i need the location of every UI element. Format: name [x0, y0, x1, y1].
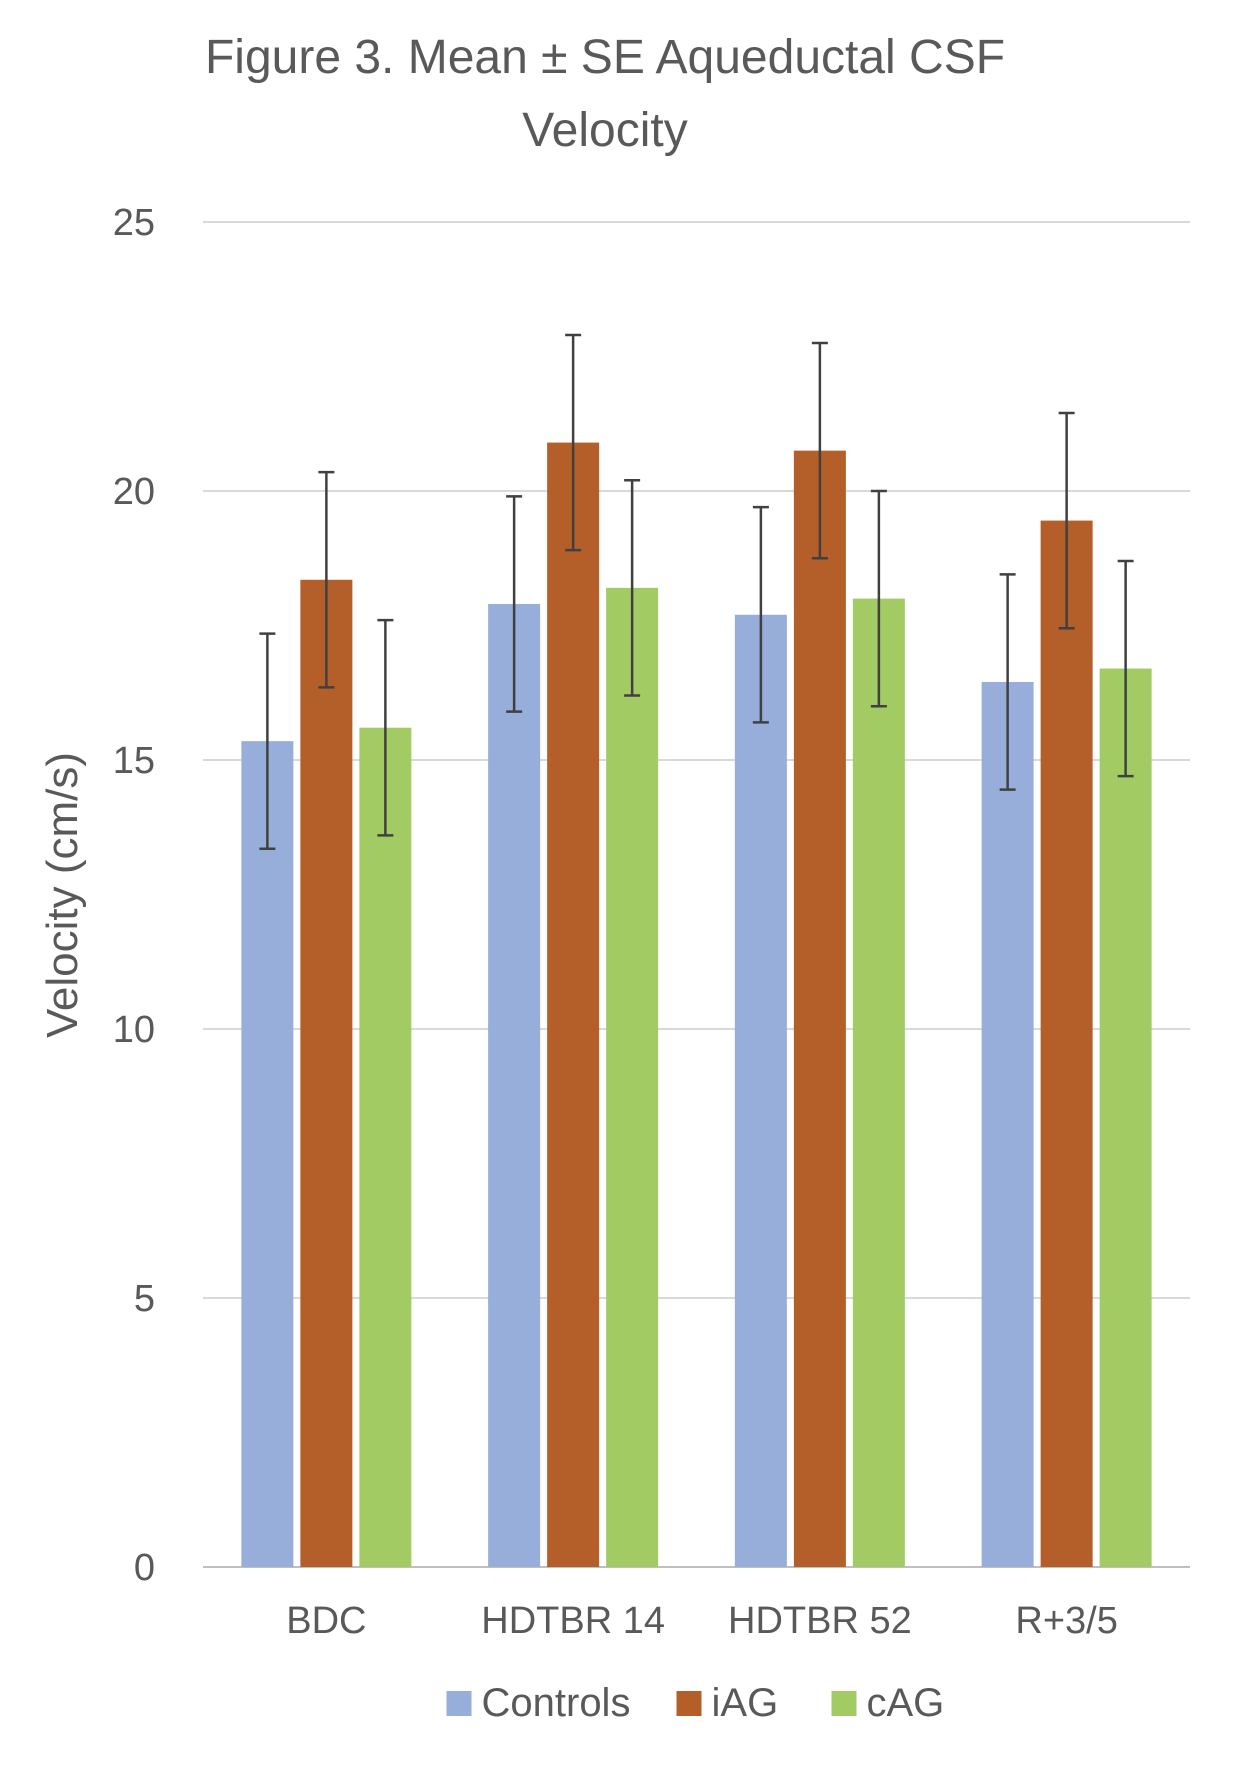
bar-controls-3 [734, 614, 787, 1567]
legend-item-iag: iAG [676, 1681, 779, 1725]
x-axis-ticks: BDC HDTBR 14 HDTBR 52 R+3/5 [286, 1600, 1118, 1642]
error-bar [1058, 411, 1075, 630]
legend: Controls iAG cAG [446, 1681, 945, 1725]
bars [241, 442, 1152, 1568]
y-tick-label: 10 [113, 1009, 155, 1051]
error-bar [999, 573, 1016, 791]
bar-controls-4 [981, 681, 1034, 1567]
error-bar [1117, 559, 1134, 778]
legend-swatch [446, 1691, 472, 1716]
bar-cag-3 [852, 598, 905, 1567]
error-bar [506, 495, 523, 713]
bar-iag-4 [1040, 520, 1093, 1567]
bar-cag-1 [359, 727, 412, 1567]
legend-label: cAG [867, 1681, 945, 1725]
y-tick-label: 15 [113, 740, 155, 782]
error-bar [377, 618, 394, 837]
error-bar [259, 632, 276, 851]
bar-iag-3 [793, 450, 846, 1567]
x-tick-label: HDTBR 52 [728, 1600, 912, 1642]
y-tick-label: 20 [113, 471, 155, 513]
y-tick-label: 0 [134, 1547, 155, 1589]
error-bar [811, 341, 828, 560]
chart-title-line1: Figure 3. Mean ± SE Aqueductal CSF [205, 31, 1005, 84]
bar-controls-1 [241, 741, 294, 1567]
error-bar [752, 505, 769, 724]
bar-cag-4 [1099, 668, 1152, 1567]
y-axis-label: Velocity (cm/s) [38, 752, 87, 1038]
y-tick-label: 5 [134, 1278, 155, 1320]
legend-item-cag: cAG [831, 1681, 945, 1725]
legend-item-controls: Controls [446, 1681, 631, 1725]
error-bar [565, 333, 582, 552]
legend-swatch [831, 1691, 857, 1716]
x-tick-label: R+3/5 [1015, 1600, 1117, 1642]
x-tick-label: HDTBR 14 [481, 1600, 665, 1642]
legend-label: iAG [712, 1681, 779, 1725]
error-bar [870, 489, 887, 708]
bar-iag-1 [300, 579, 353, 1567]
legend-label: Controls [482, 1681, 631, 1725]
error-bars [259, 333, 1134, 851]
x-tick-label: BDC [286, 1600, 366, 1642]
legend-swatch [676, 1691, 702, 1716]
bar-controls-2 [488, 603, 541, 1567]
error-bar [624, 478, 641, 697]
y-tick-label: 25 [113, 202, 155, 244]
bar-iag-2 [547, 442, 600, 1568]
error-bar [318, 470, 335, 689]
chart-title-line2: Velocity [522, 104, 687, 157]
bar-cag-2 [606, 587, 659, 1567]
y-axis-ticks: 0 5 10 15 20 25 [113, 202, 155, 1589]
